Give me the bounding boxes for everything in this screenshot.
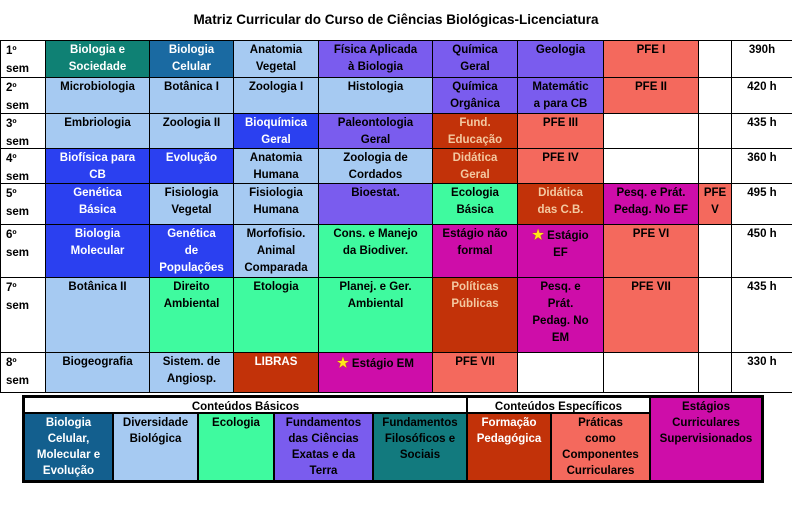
course-cell: PFE V — [699, 184, 731, 224]
course-cell: Didática das C.B. — [518, 184, 603, 224]
course-cell: Pesq. e Prát. Pedag. No EF — [604, 184, 698, 224]
legend-item: Fundamentos Filosóficos e Sociais — [374, 414, 466, 480]
course-cell: PFE II — [604, 78, 698, 113]
empty-cell — [699, 41, 731, 77]
course-cell: Zoologia de Cordados — [319, 149, 432, 183]
semester-label: 8º sem — [1, 353, 45, 392]
course-cell: Bioquímica Geral — [234, 114, 318, 148]
course-cell: Anatomia Humana — [234, 149, 318, 183]
empty-cell — [699, 278, 731, 352]
legend-header-basicos: Conteúdos Básicos — [25, 398, 466, 412]
semester-label: 3º sem — [1, 114, 45, 148]
empty-cell — [699, 78, 731, 113]
course-cell: Microbiologia — [46, 78, 149, 113]
course-cell: Etologia — [234, 278, 318, 352]
course-cell: Geologia — [518, 41, 603, 77]
course-cell: Genética de Populações — [150, 225, 233, 277]
course-cell: Biologia Celular — [150, 41, 233, 77]
course-cell: Fisiologia Vegetal — [150, 184, 233, 224]
course-cell: Fisiologia Humana — [234, 184, 318, 224]
hours-cell: 420 h — [732, 78, 792, 113]
course-cell: Cons. e Manejo da Biodiver. — [319, 225, 432, 277]
semester-label: 2º sem — [1, 78, 45, 113]
empty-cell — [699, 225, 731, 277]
hours-cell: 390h — [732, 41, 792, 77]
course-cell: Fund. Educação — [433, 114, 517, 148]
course-cell: Zoologia II — [150, 114, 233, 148]
course-cell: Paleontologia Geral — [319, 114, 432, 148]
course-cell: PFE VII — [604, 278, 698, 352]
course-cell: Direito Ambiental — [150, 278, 233, 352]
course-cell: PFE III — [518, 114, 603, 148]
empty-cell — [699, 114, 731, 148]
empty-cell — [518, 353, 603, 392]
course-cell: Genética Básica — [46, 184, 149, 224]
legend-item: Fundamentos das Ciências Exatas e da Ter… — [275, 414, 372, 480]
course-cell: Estágio não formal — [433, 225, 517, 277]
legend-item: Formação Pedagógica — [468, 414, 550, 480]
course-cell: Morfofisio. Animal Comparada — [234, 225, 318, 277]
hours-cell: 435 h — [732, 278, 792, 352]
course-cell: PFE VII — [433, 353, 517, 392]
legend-table: Conteúdos Básicos Conteúdos Específicos … — [22, 395, 764, 483]
curriculum-table: 1º sem Biologia e Sociedade Biologia Celul… — [0, 40, 792, 393]
hours-cell: 435 h — [732, 114, 792, 148]
course-cell: Zoologia I — [234, 78, 318, 113]
semester-label: 7º sem — [1, 278, 45, 352]
page-title: Matriz Curricular do Curso de Ciências B… — [193, 12, 599, 27]
empty-cell — [604, 149, 698, 183]
course-cell: Anatomia Vegetal — [234, 41, 318, 77]
course-cell: PFE IV — [518, 149, 603, 183]
course-cell: Biologia Molecular — [46, 225, 149, 277]
course-cell: Evolução — [150, 149, 233, 183]
star-icon: ★ — [532, 227, 544, 242]
course-cell: ★ Estágio EF — [518, 225, 603, 277]
course-cell: Sistem. de Angiosp. — [150, 353, 233, 392]
course-cell: PFE VI — [604, 225, 698, 277]
empty-cell — [604, 114, 698, 148]
course-cell: Química Orgânica — [433, 78, 517, 113]
course-cell: PFE I — [604, 41, 698, 77]
hours-cell: 360 h — [732, 149, 792, 183]
legend-item: Diversidade Biológica — [114, 414, 197, 480]
empty-cell — [604, 353, 698, 392]
hours-cell: 495 h — [732, 184, 792, 224]
course-cell: Botânica II — [46, 278, 149, 352]
legend-item: Práticas como Componentes Curriculares — [552, 414, 649, 480]
course-cell: Matemátic a para CB — [518, 78, 603, 113]
empty-cell — [699, 353, 731, 392]
course-cell: Biogeografia — [46, 353, 149, 392]
course-cell: Química Geral — [433, 41, 517, 77]
semester-label: 4º sem — [1, 149, 45, 183]
course-cell: Planej. e Ger. Ambiental — [319, 278, 432, 352]
hours-cell: 330 h — [732, 353, 792, 392]
hours-cell: 450 h — [732, 225, 792, 277]
semester-label: 1º sem — [1, 41, 45, 77]
course-cell: LIBRAS — [234, 353, 318, 392]
course-cell: Botânica I — [150, 78, 233, 113]
course-cell: Bioestat. — [319, 184, 432, 224]
semester-label: 5º sem — [1, 184, 45, 224]
course-cell: Histologia — [319, 78, 432, 113]
course-cell: Biofísica para CB — [46, 149, 149, 183]
course-cell: Ecologia Básica — [433, 184, 517, 224]
semester-label: 6º sem — [1, 225, 45, 277]
star-icon: ★ — [337, 355, 349, 370]
course-cell: Embriologia — [46, 114, 149, 148]
legend-item: Ecologia — [199, 414, 273, 480]
legend-header-especificos: Conteúdos Específicos — [468, 398, 649, 412]
legend-item-estagios-curriculares: Estágios Curriculares Supervisionados — [651, 398, 761, 480]
course-cell: Biologia e Sociedade — [46, 41, 149, 77]
course-cell: Didática Geral — [433, 149, 517, 183]
empty-cell — [699, 149, 731, 183]
course-cell: ★ Estágio EM — [319, 353, 432, 392]
course-cell: Políticas Públicas — [433, 278, 517, 352]
legend-item: Biologia Celular, Molecular e Evolução — [25, 414, 112, 480]
course-cell: Pesq. e Prát. Pedag. No EM — [518, 278, 603, 352]
course-cell: Física Aplicada à Biologia — [319, 41, 432, 77]
